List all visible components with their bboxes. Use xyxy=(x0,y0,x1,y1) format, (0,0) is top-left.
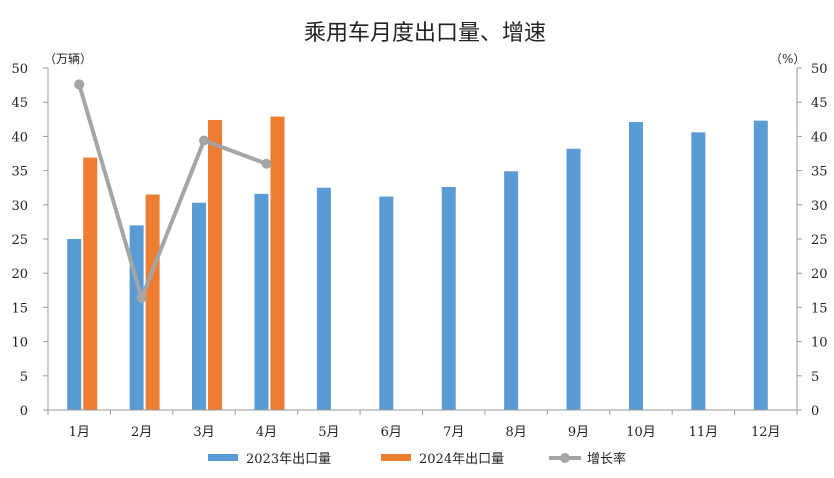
x-tick-label: 5月 xyxy=(318,425,339,440)
legend-swatch-marker xyxy=(560,453,570,463)
bar-2023 xyxy=(504,171,519,410)
bar-2024 xyxy=(270,116,285,411)
legend-item: 增长率 xyxy=(549,451,626,467)
bar-2023 xyxy=(628,122,643,410)
left-tick-label: 15 xyxy=(11,301,28,316)
left-tick-label: 20 xyxy=(11,267,28,282)
right-tick-label: 30 xyxy=(811,199,828,214)
x-tick-label: 3月 xyxy=(193,425,214,440)
left-tick-label: 10 xyxy=(11,336,28,351)
right-axis-unit: （%） xyxy=(770,52,805,66)
legend-label: 2023年出口量 xyxy=(246,452,331,467)
x-tick-label: 9月 xyxy=(568,425,589,440)
left-axis: 0 5 10 15 20 25 30 35 40 45 50 xyxy=(11,62,49,419)
x-tick-label: 6月 xyxy=(381,425,402,440)
growth-line xyxy=(77,83,268,300)
right-tick-label: 45 xyxy=(811,96,828,111)
x-tick-label: 11月 xyxy=(689,425,719,440)
bar-2023 xyxy=(67,239,82,410)
bar-2023 xyxy=(129,225,144,410)
left-tick-label: 35 xyxy=(11,165,28,180)
growth-line-group xyxy=(74,79,272,303)
growth-point xyxy=(74,79,85,90)
bar-2023 xyxy=(316,187,331,410)
right-tick-label: 0 xyxy=(811,404,819,419)
x-tick-label: 1月 xyxy=(69,425,90,440)
legend: 2023年出口量 2024年出口量 增长率 xyxy=(208,451,626,467)
left-tick-label: 0 xyxy=(20,404,28,419)
right-tick-label: 25 xyxy=(811,233,828,248)
chart-title: 乘用车月度出口量、增速 xyxy=(304,21,546,46)
bars-group xyxy=(67,116,768,411)
right-tick-label: 20 xyxy=(811,267,828,282)
growth-point xyxy=(261,158,272,169)
growth-point xyxy=(136,292,147,303)
right-tick-label: 10 xyxy=(811,336,828,351)
left-tick-label: 40 xyxy=(11,130,28,145)
bar-2024 xyxy=(145,194,160,410)
x-tick-label: 4月 xyxy=(256,425,277,440)
legend-label: 2024年出口量 xyxy=(419,452,504,467)
right-axis: 0 5 10 15 20 25 30 35 40 45 50 xyxy=(796,62,828,419)
right-tick-label: 5 xyxy=(811,370,819,385)
bar-2023 xyxy=(691,132,706,410)
legend-item: 2023年出口量 xyxy=(208,452,331,467)
left-tick-label: 30 xyxy=(11,199,28,214)
bar-2024 xyxy=(83,157,98,410)
left-tick-label: 5 xyxy=(20,370,28,385)
legend-swatch xyxy=(208,454,238,461)
x-tick-label: 12月 xyxy=(751,425,781,440)
left-axis-unit: （万辆） xyxy=(44,52,92,66)
left-tick-label: 25 xyxy=(11,233,28,248)
x-tick-label: 2月 xyxy=(131,425,152,440)
right-tick-label: 15 xyxy=(811,301,828,316)
bar-2023 xyxy=(566,148,581,410)
bar-2023 xyxy=(753,120,768,410)
x-tick-label: 10月 xyxy=(626,425,656,440)
right-tick-label: 50 xyxy=(811,62,828,77)
legend-swatch xyxy=(381,454,411,461)
bar-2024 xyxy=(208,119,223,410)
bar-2023 xyxy=(254,193,269,410)
legend-item: 2024年出口量 xyxy=(381,452,504,467)
right-tick-label: 35 xyxy=(811,165,828,180)
left-tick-label: 50 xyxy=(11,62,28,77)
bar-2023 xyxy=(192,202,207,410)
left-tick-label: 45 xyxy=(11,96,28,111)
x-tick-label: 8月 xyxy=(505,425,526,440)
x-axis: 1月 2月 3月 4月 5月 6月 7月 8月 9月 10月 11月 12月 xyxy=(47,409,798,440)
right-tick-label: 40 xyxy=(811,130,828,145)
growth-point xyxy=(199,135,210,146)
bar-2023 xyxy=(379,196,394,410)
bar-2023 xyxy=(441,187,456,410)
x-tick-label: 7月 xyxy=(443,425,464,440)
legend-label: 增长率 xyxy=(587,451,626,467)
